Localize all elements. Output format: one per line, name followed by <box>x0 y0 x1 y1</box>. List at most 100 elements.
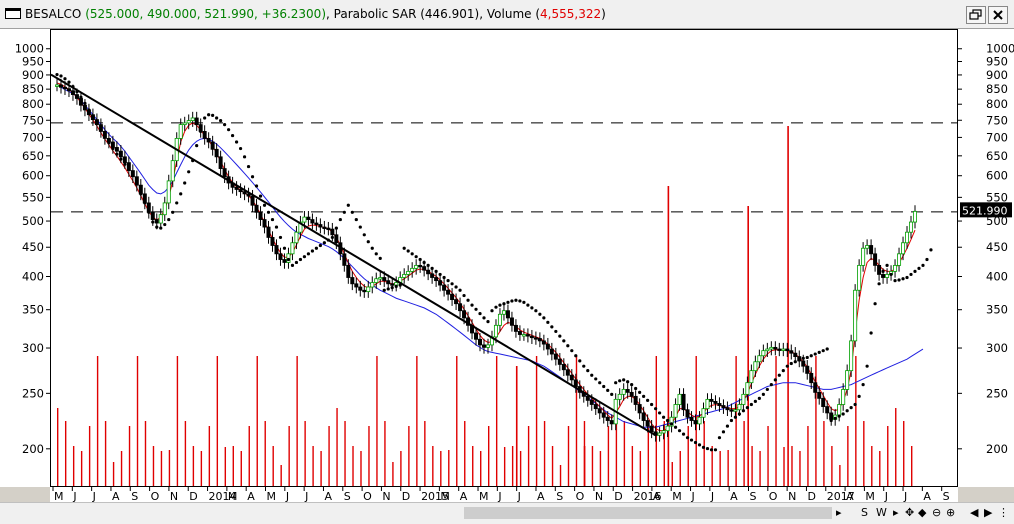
y-tick-label: 250 <box>986 386 1008 400</box>
y-tick-label: 700 <box>22 130 44 144</box>
x-tick-label: A <box>730 490 738 502</box>
chart-window-titlebar: BESALCO (525.000, 490.000, 521.990, +36.… <box>0 0 1014 29</box>
y-tick-label: 450 <box>22 240 44 254</box>
volume-bar <box>607 426 610 486</box>
sar-dot <box>422 260 426 265</box>
zoom-in-icon[interactable]: ⊕ <box>946 506 956 519</box>
sar-dot <box>574 354 578 358</box>
candle-down <box>194 117 199 125</box>
candle-down <box>557 358 562 365</box>
scrollbar-thumb[interactable] <box>464 507 832 519</box>
candle-up <box>298 221 303 233</box>
candle-up <box>885 274 890 278</box>
sar-dot <box>478 311 482 316</box>
scroll-right-arrow-icon[interactable]: ▸ <box>836 506 842 519</box>
sar-dot <box>881 269 885 273</box>
x-tick-label: J <box>72 490 76 502</box>
candle-up <box>493 324 498 338</box>
candle-down <box>825 406 830 414</box>
volume-bar <box>120 451 123 486</box>
volume-bar <box>224 447 227 486</box>
zoom-out-icon[interactable]: ⊖ <box>932 506 942 519</box>
candle-down <box>66 88 71 92</box>
sar-dot <box>410 252 414 256</box>
volume-bar <box>232 446 234 486</box>
zoom-move-icon[interactable]: ✥ <box>905 506 915 519</box>
period-w-button[interactable]: W <box>876 506 887 519</box>
period-toggle-icon[interactable]: ▸ <box>893 506 899 519</box>
volume-bar <box>168 450 171 486</box>
volume-bar <box>208 426 211 486</box>
volume-bar <box>312 446 314 486</box>
sar-dot <box>646 398 650 402</box>
candle-up <box>661 430 666 434</box>
sar-dot <box>330 235 334 240</box>
candle-down <box>310 219 315 224</box>
candle-down <box>513 324 518 332</box>
sar-dot <box>242 155 247 159</box>
candle-up <box>402 274 407 278</box>
sar-dot <box>861 382 865 387</box>
sar-dot <box>917 266 921 270</box>
x-tick-label: S <box>344 490 351 502</box>
candle-down <box>254 204 259 213</box>
sar-dot <box>438 272 442 277</box>
y-tick-label: 850 <box>986 82 1008 96</box>
scroll-up-icon[interactable]: ◆ <box>918 506 927 519</box>
more-icon[interactable]: ⋮ <box>998 506 1009 519</box>
candle-up <box>673 404 678 418</box>
sar-dot <box>885 263 889 267</box>
x-tick-label: J <box>285 490 289 502</box>
volume-bar <box>783 447 785 486</box>
candle-down <box>573 379 578 387</box>
sar-dot <box>131 171 135 175</box>
scroll-left-icon[interactable]: ◀ <box>970 506 979 519</box>
scroll-right-icon[interactable]: ▶ <box>984 506 993 519</box>
volume-bar <box>248 426 250 486</box>
volume-bar <box>336 408 338 486</box>
chart-scrollbar[interactable]: ▸ S W ▸ ✥ ◆ ⊖ ⊕ ◀ ▶ ⋮ <box>0 502 1014 524</box>
candle-down <box>326 227 331 230</box>
close-window-button[interactable] <box>988 6 1008 24</box>
sar-dot <box>630 382 634 387</box>
candle-down <box>418 264 423 268</box>
close-icon <box>993 10 1003 20</box>
restore-window-button[interactable] <box>966 6 986 24</box>
sar-dot <box>406 249 410 253</box>
sar-dot <box>498 303 502 307</box>
x-tick-label: A <box>112 490 120 502</box>
y-tick-label: 500 <box>986 214 1008 228</box>
candle-down <box>334 234 339 244</box>
ema-line <box>56 82 916 432</box>
price-chart-plot[interactable] <box>50 29 958 487</box>
sar-dot <box>901 277 905 281</box>
candle-down <box>210 141 215 150</box>
sar-dot <box>761 392 765 396</box>
sar-dot <box>673 425 678 429</box>
chart-title: BESALCO (525.000, 490.000, 521.990, +36.… <box>25 7 606 21</box>
volume-bar <box>184 421 187 486</box>
candle-up <box>290 242 295 255</box>
x-tick-label: 2015 <box>421 490 449 502</box>
sar-dot <box>693 440 698 445</box>
candle-down <box>306 216 311 220</box>
sar-dot <box>582 364 586 368</box>
candle-up <box>366 286 371 292</box>
sar-dot <box>434 269 438 273</box>
sar-dot <box>167 217 171 222</box>
y-axis-right: 1000 950 900 850 800 750 700 650 600 550 500 450 400… <box>958 29 1014 487</box>
x-tick-label: N <box>170 490 178 502</box>
sar-dot <box>183 181 187 185</box>
candle-down <box>537 338 542 342</box>
sar-dot <box>494 305 498 309</box>
volume-bar <box>72 446 75 486</box>
period-s-button[interactable]: S <box>861 506 868 519</box>
sar-dot <box>223 122 227 127</box>
sar-dot <box>187 170 191 174</box>
volume-bar <box>487 426 490 486</box>
volume-bar <box>639 451 642 486</box>
volume-bar <box>807 426 809 486</box>
volume-bar <box>735 356 737 486</box>
candle-down <box>681 393 686 411</box>
y-tick-label: 750 <box>22 113 44 127</box>
